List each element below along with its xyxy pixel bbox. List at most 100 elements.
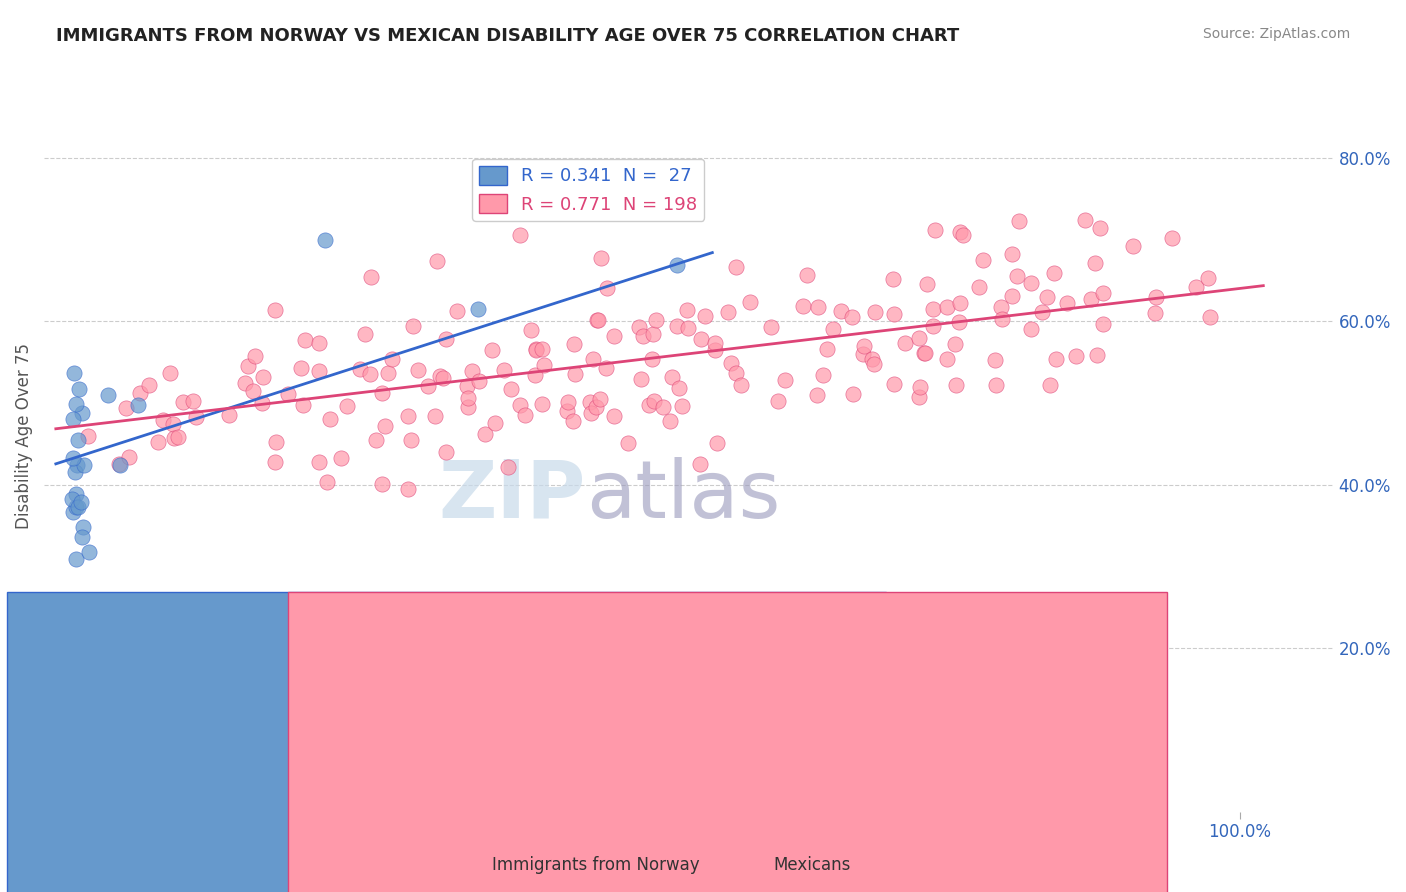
Point	[509, 228, 531, 243]
Point	[292, 399, 315, 413]
Point	[883, 307, 905, 321]
Point	[1056, 296, 1078, 310]
Point	[162, 417, 184, 431]
Point	[484, 416, 506, 430]
Point	[242, 384, 264, 399]
Point	[924, 222, 946, 236]
Point	[917, 277, 939, 292]
Point	[908, 331, 931, 345]
Point	[689, 457, 711, 471]
Point	[807, 300, 830, 314]
Point	[842, 387, 865, 401]
Point	[806, 388, 828, 402]
Point	[883, 377, 905, 392]
Point	[457, 391, 479, 405]
Point	[852, 339, 875, 353]
Point	[513, 409, 536, 423]
Point	[860, 351, 883, 366]
Point	[1066, 349, 1088, 363]
Point	[773, 373, 796, 387]
Point	[264, 303, 287, 318]
Point	[643, 394, 665, 409]
Point	[595, 361, 617, 376]
Point	[468, 375, 491, 389]
Point	[564, 368, 586, 382]
Point	[406, 363, 429, 377]
Point	[360, 270, 382, 285]
Point	[617, 436, 640, 450]
Point	[948, 315, 970, 329]
Point	[589, 251, 612, 265]
Point	[984, 353, 1007, 368]
Point	[703, 343, 725, 358]
Point	[730, 377, 752, 392]
Point	[294, 333, 316, 347]
Point	[318, 411, 340, 425]
Text: ZIP: ZIP	[439, 457, 586, 534]
Point	[1073, 213, 1095, 227]
Point	[704, 336, 727, 351]
Point	[65, 397, 87, 411]
Point	[561, 414, 583, 428]
Point	[1042, 266, 1064, 280]
Point	[1080, 292, 1102, 306]
Point	[630, 372, 652, 386]
Point	[72, 520, 94, 534]
Point	[640, 352, 662, 367]
Point	[181, 393, 204, 408]
Point	[434, 445, 457, 459]
Point	[520, 323, 543, 337]
Point	[1197, 270, 1219, 285]
Point	[661, 370, 683, 384]
Point	[720, 356, 742, 370]
Point	[1122, 238, 1144, 252]
Point	[69, 495, 91, 509]
Point	[1088, 221, 1111, 235]
Point	[627, 320, 650, 334]
Point	[264, 434, 287, 449]
Y-axis label: Disability Age Over 75: Disability Age Over 75	[15, 343, 32, 529]
Point	[396, 409, 419, 424]
Point	[426, 254, 449, 268]
Point	[589, 392, 612, 406]
Text: IMMIGRANTS FROM NORWAY VS MEXICAN DISABILITY AGE OVER 75 CORRELATION CHART: IMMIGRANTS FROM NORWAY VS MEXICAN DISABI…	[56, 27, 959, 45]
Point	[498, 459, 520, 474]
Point	[381, 351, 404, 366]
Point	[1036, 290, 1059, 304]
Point	[371, 476, 394, 491]
Point	[62, 412, 84, 426]
Point	[524, 368, 547, 382]
Point	[645, 313, 668, 327]
Point	[1019, 322, 1042, 336]
Point	[1198, 310, 1220, 325]
Text: atlas: atlas	[586, 457, 780, 534]
Point	[990, 300, 1012, 314]
Point	[579, 395, 602, 409]
Point	[1085, 348, 1108, 362]
Point	[690, 332, 713, 346]
Point	[562, 337, 585, 351]
Text: Source: ZipAtlas.com: Source: ZipAtlas.com	[1202, 27, 1350, 41]
Point	[446, 303, 468, 318]
Point	[115, 401, 138, 415]
Point	[524, 343, 547, 357]
Point	[349, 362, 371, 376]
Point	[1000, 247, 1022, 261]
Point	[1084, 255, 1107, 269]
Point	[952, 228, 974, 243]
Point	[461, 364, 484, 378]
Point	[943, 337, 966, 351]
Point	[1091, 285, 1114, 300]
Point	[991, 312, 1014, 326]
Point	[724, 260, 747, 274]
Point	[652, 400, 675, 414]
Point	[62, 505, 84, 519]
Point	[72, 406, 94, 420]
Point	[693, 309, 716, 323]
Point	[432, 371, 454, 385]
Point	[603, 409, 626, 424]
Point	[67, 382, 90, 396]
Point	[676, 302, 699, 317]
Point	[336, 399, 359, 413]
Point	[396, 482, 419, 496]
